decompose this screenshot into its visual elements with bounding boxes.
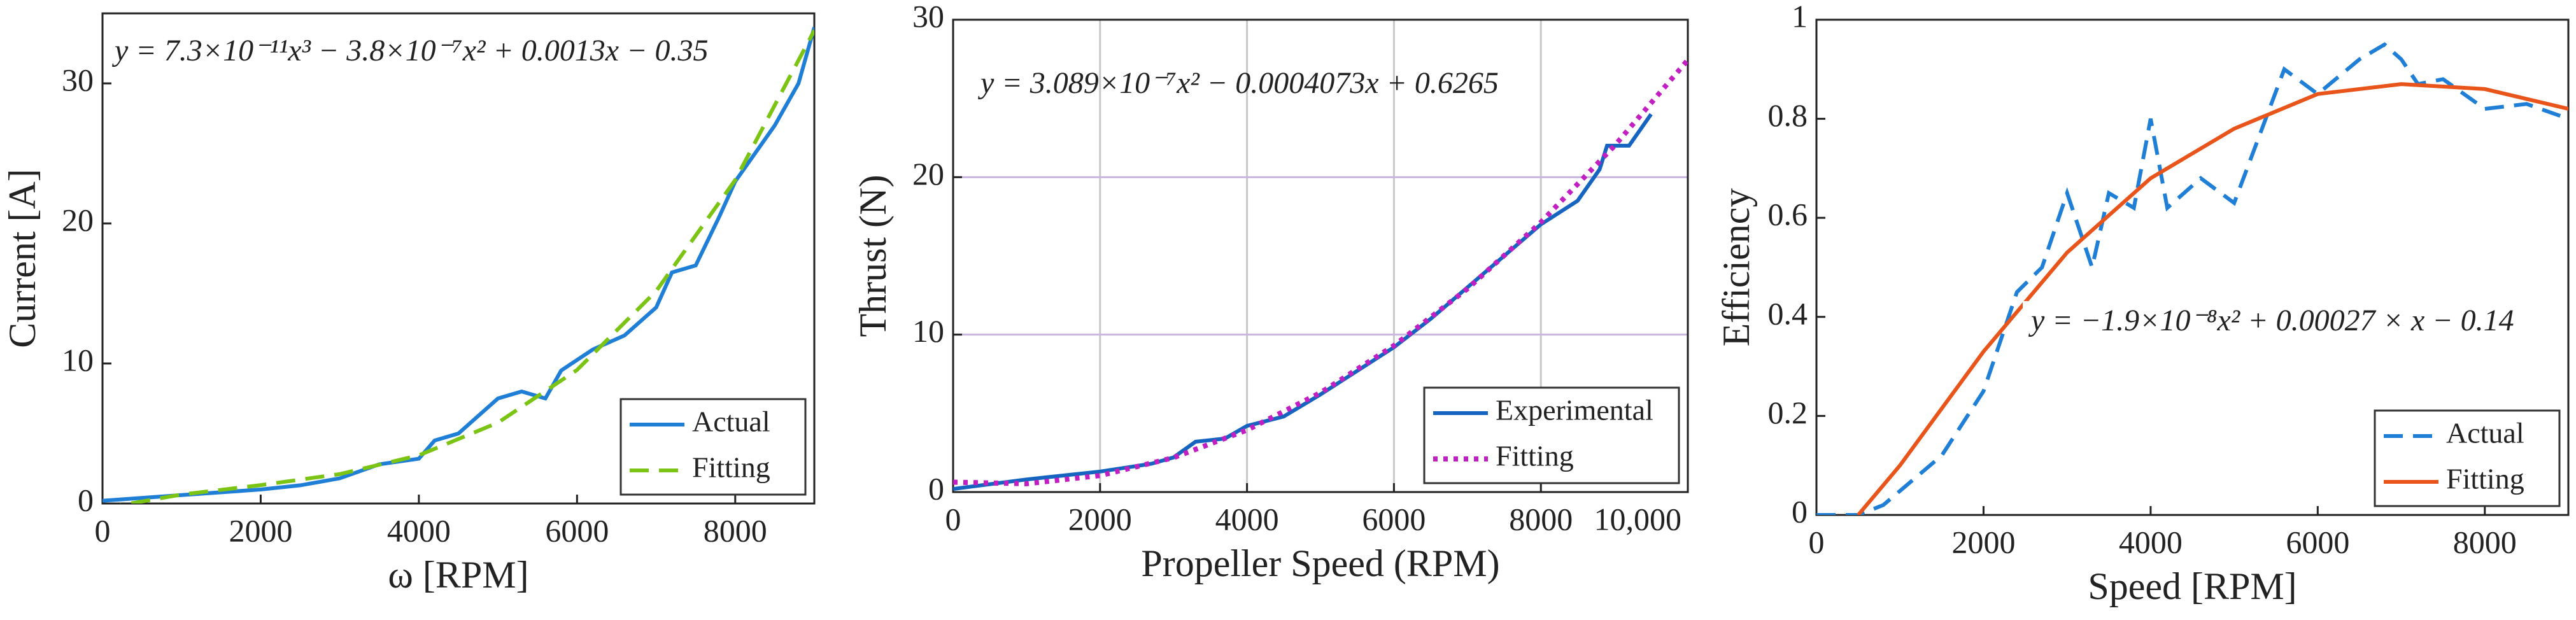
y-tick-label: 0 xyxy=(928,470,944,506)
y-tick-label: 0.4 xyxy=(1768,295,1808,331)
legend-box xyxy=(1423,386,1680,484)
y-axis-label: Efficiency xyxy=(1715,188,1757,347)
y-axis-label: Thrust (N) xyxy=(852,175,894,337)
x-tick-label: 6000 xyxy=(2286,524,2349,560)
y-tick-label: 10 xyxy=(62,342,94,377)
y-tick-label: 30 xyxy=(912,0,944,34)
legend-label: Fitting xyxy=(2446,463,2524,495)
series-line xyxy=(103,27,814,503)
y-tick-label: 0.2 xyxy=(1768,395,1808,430)
y-tick-label: 20 xyxy=(62,202,94,237)
x-tick-label: 2000 xyxy=(229,512,292,548)
x-tick-label: 0 xyxy=(1809,524,1825,560)
series-line xyxy=(1857,82,2568,515)
y-tick-label: 0 xyxy=(1792,493,1808,529)
legend-label: Fitting xyxy=(1496,440,1574,472)
y-tick-label: 10 xyxy=(912,313,944,349)
y-tick-label: 0.8 xyxy=(1768,97,1808,133)
legend-label: Fitting xyxy=(692,451,770,484)
x-axis-label: Propeller Speed (RPM) xyxy=(1141,542,1499,584)
x-tick-label: 0 xyxy=(945,501,961,537)
y-tick-label: 0 xyxy=(78,482,94,518)
x-axis-label: Speed [RPM] xyxy=(2088,565,2296,607)
y-tick-label: 30 xyxy=(62,62,94,97)
plot-frame xyxy=(101,12,816,505)
y-tick-label: 1 xyxy=(1792,0,1808,34)
x-tick-label: 8000 xyxy=(1509,501,1573,537)
x-tick-label: 4000 xyxy=(387,512,451,548)
plot-frame xyxy=(1815,18,2570,516)
series-line xyxy=(119,29,814,504)
series-line xyxy=(953,58,1688,486)
x-tick-label: 8000 xyxy=(2453,524,2517,560)
legend-box xyxy=(619,398,807,496)
equation: y = −1.9×10⁻⁸x² + 0.00027 × x − 0.14 xyxy=(2028,304,2514,337)
y-tick-label: 20 xyxy=(912,156,944,192)
x-axis-label: ω [RPM] xyxy=(388,554,528,596)
equation: y = 7.3×10⁻¹¹x³ − 3.8×10⁻⁷x² + 0.0013x −… xyxy=(111,34,708,67)
legend-label: Actual xyxy=(692,405,770,438)
x-tick-label: 2000 xyxy=(1068,501,1132,537)
equation: y = 3.089×10⁻⁷x² − 0.0004073x + 0.6265 xyxy=(977,66,1499,100)
x-tick-label: 2000 xyxy=(1951,524,2015,560)
equation-bg xyxy=(2023,301,2519,341)
y-tick-label: 0.6 xyxy=(1768,197,1808,232)
x-tick-label: 8000 xyxy=(704,512,767,548)
x-tick-label: 4000 xyxy=(1215,501,1279,537)
legend-label: Actual xyxy=(2446,417,2524,449)
x-tick-label: 4000 xyxy=(2119,524,2183,560)
legend-box xyxy=(2374,409,2561,507)
x-tick-label: 0 xyxy=(95,512,111,548)
x-tick-label: 6000 xyxy=(1362,501,1426,537)
x-tick-label: 6000 xyxy=(545,512,609,548)
plot-frame xyxy=(952,18,1689,493)
x-tick-label: 10,000 xyxy=(1594,501,1682,537)
legend-label: Experimental xyxy=(1496,394,1653,426)
y-axis-label: Current [A] xyxy=(1,169,43,348)
